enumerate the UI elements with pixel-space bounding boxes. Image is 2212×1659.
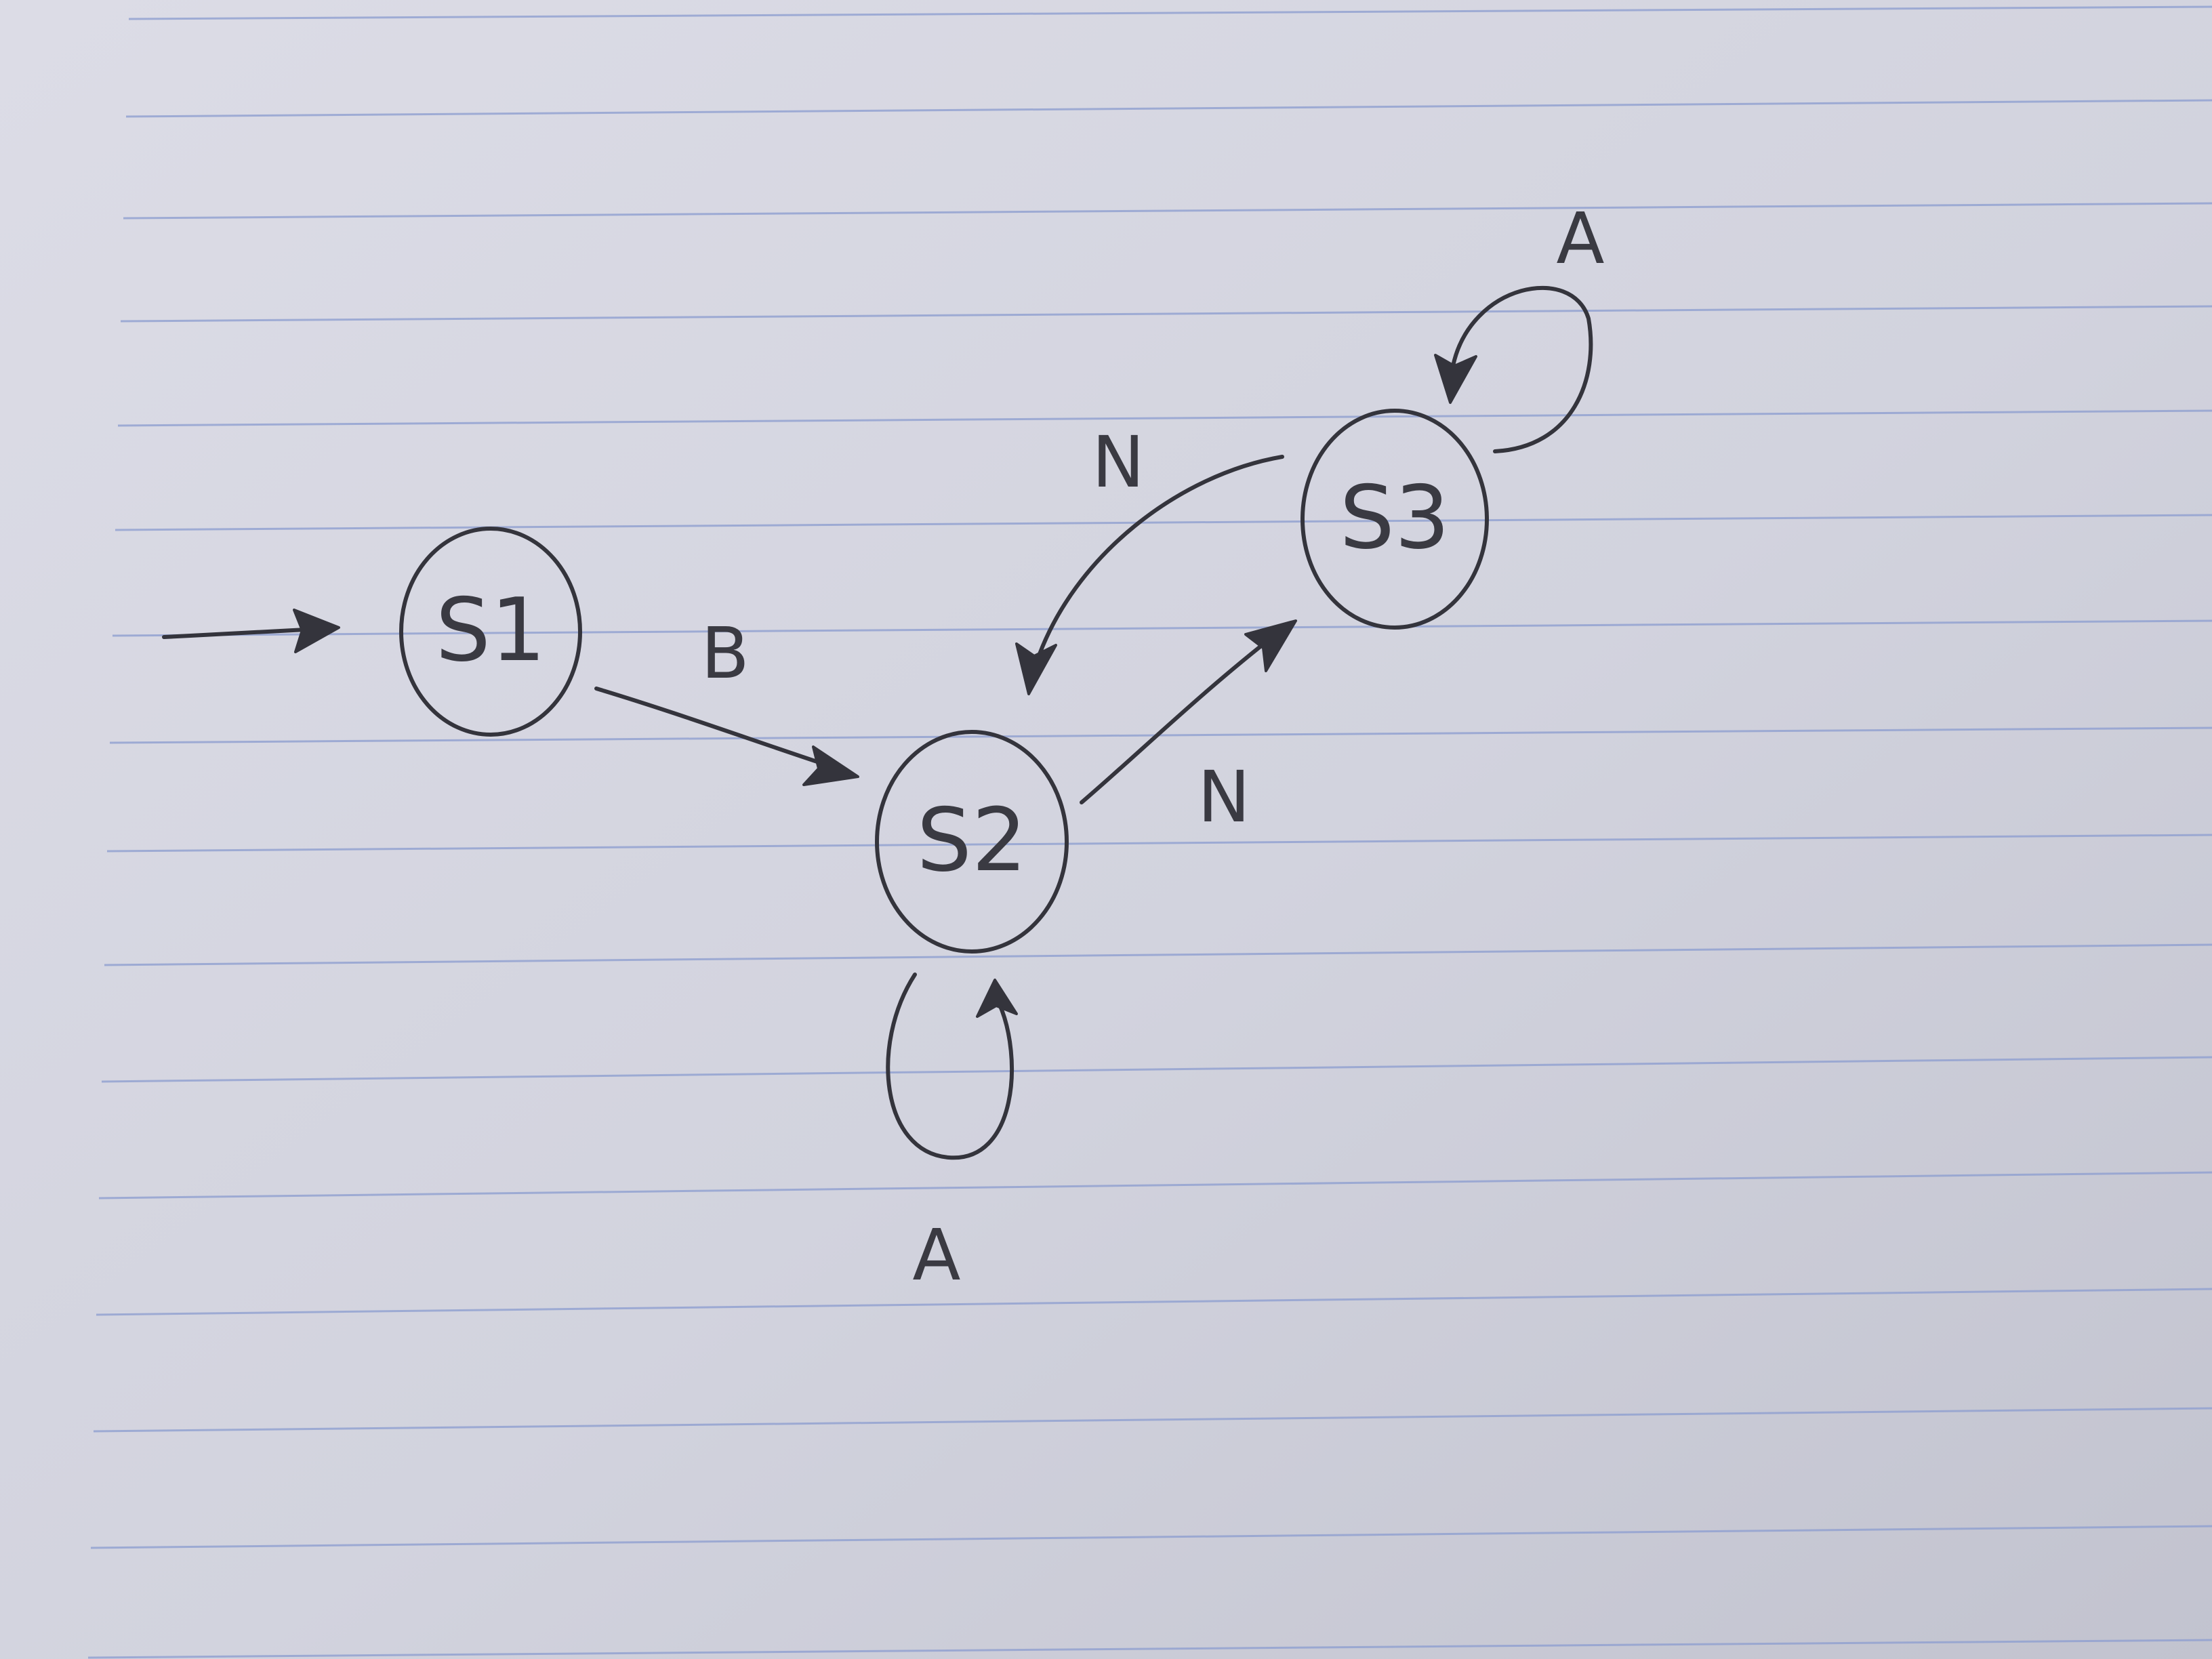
state-s3: S3 [1300,409,1489,630]
state-s3-label: S3 [1340,468,1450,569]
state-s1: S1 [399,527,582,737]
transition-s2-s3-label: N [1197,756,1250,838]
state-s2-label: S2 [917,790,1027,891]
self-loop-s2: A [886,972,1018,1296]
state-s2: S2 [875,730,1069,954]
transition-s1-s2: B [594,612,859,786]
transition-s2-s3: N [1080,619,1297,838]
ruled-lines [87,5,2212,1659]
self-loop-s2-label: A [912,1214,960,1296]
transition-s3-s2-label: N [1092,421,1145,504]
self-loop-s3: A [1434,197,1605,453]
state-s1-label: S1 [436,580,546,681]
transition-s3-s2: N [1015,421,1284,695]
transition-s1-s2-label: B [701,612,749,695]
initial-arrow [162,609,340,653]
self-loop-s3-label: A [1556,197,1604,280]
